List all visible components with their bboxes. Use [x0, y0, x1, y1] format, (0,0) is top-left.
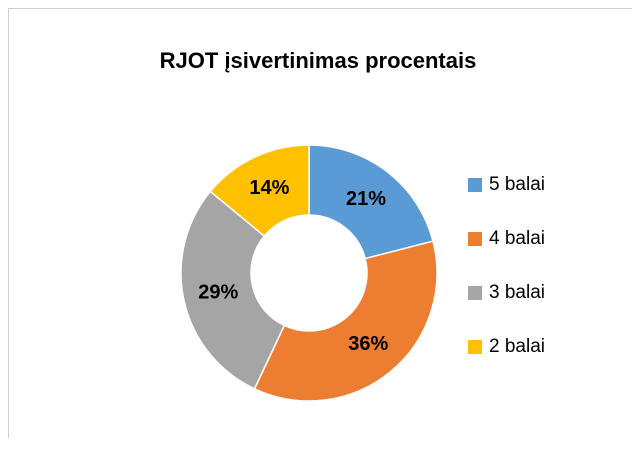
legend-swatch — [468, 340, 482, 354]
data-label: 36% — [348, 333, 388, 355]
data-label: 21% — [346, 188, 386, 210]
donut-slice — [308, 144, 434, 260]
data-label: 14% — [249, 177, 289, 199]
legend-label: 5 balai — [489, 174, 545, 195]
legend-label: 3 balai — [489, 282, 545, 303]
legend-label: 2 balai — [489, 336, 545, 357]
donut-slice — [253, 240, 438, 402]
chart-border — [8, 8, 632, 438]
donut-slice — [209, 144, 310, 238]
chart-title: RJOT įsivertinimas procentais — [160, 48, 477, 73]
legend-swatch — [468, 286, 482, 300]
legend-swatch — [468, 178, 482, 192]
donut-slice — [180, 190, 286, 390]
data-label: 29% — [198, 282, 238, 304]
legend-label: 4 balai — [489, 228, 545, 249]
legend-swatch — [468, 232, 482, 246]
